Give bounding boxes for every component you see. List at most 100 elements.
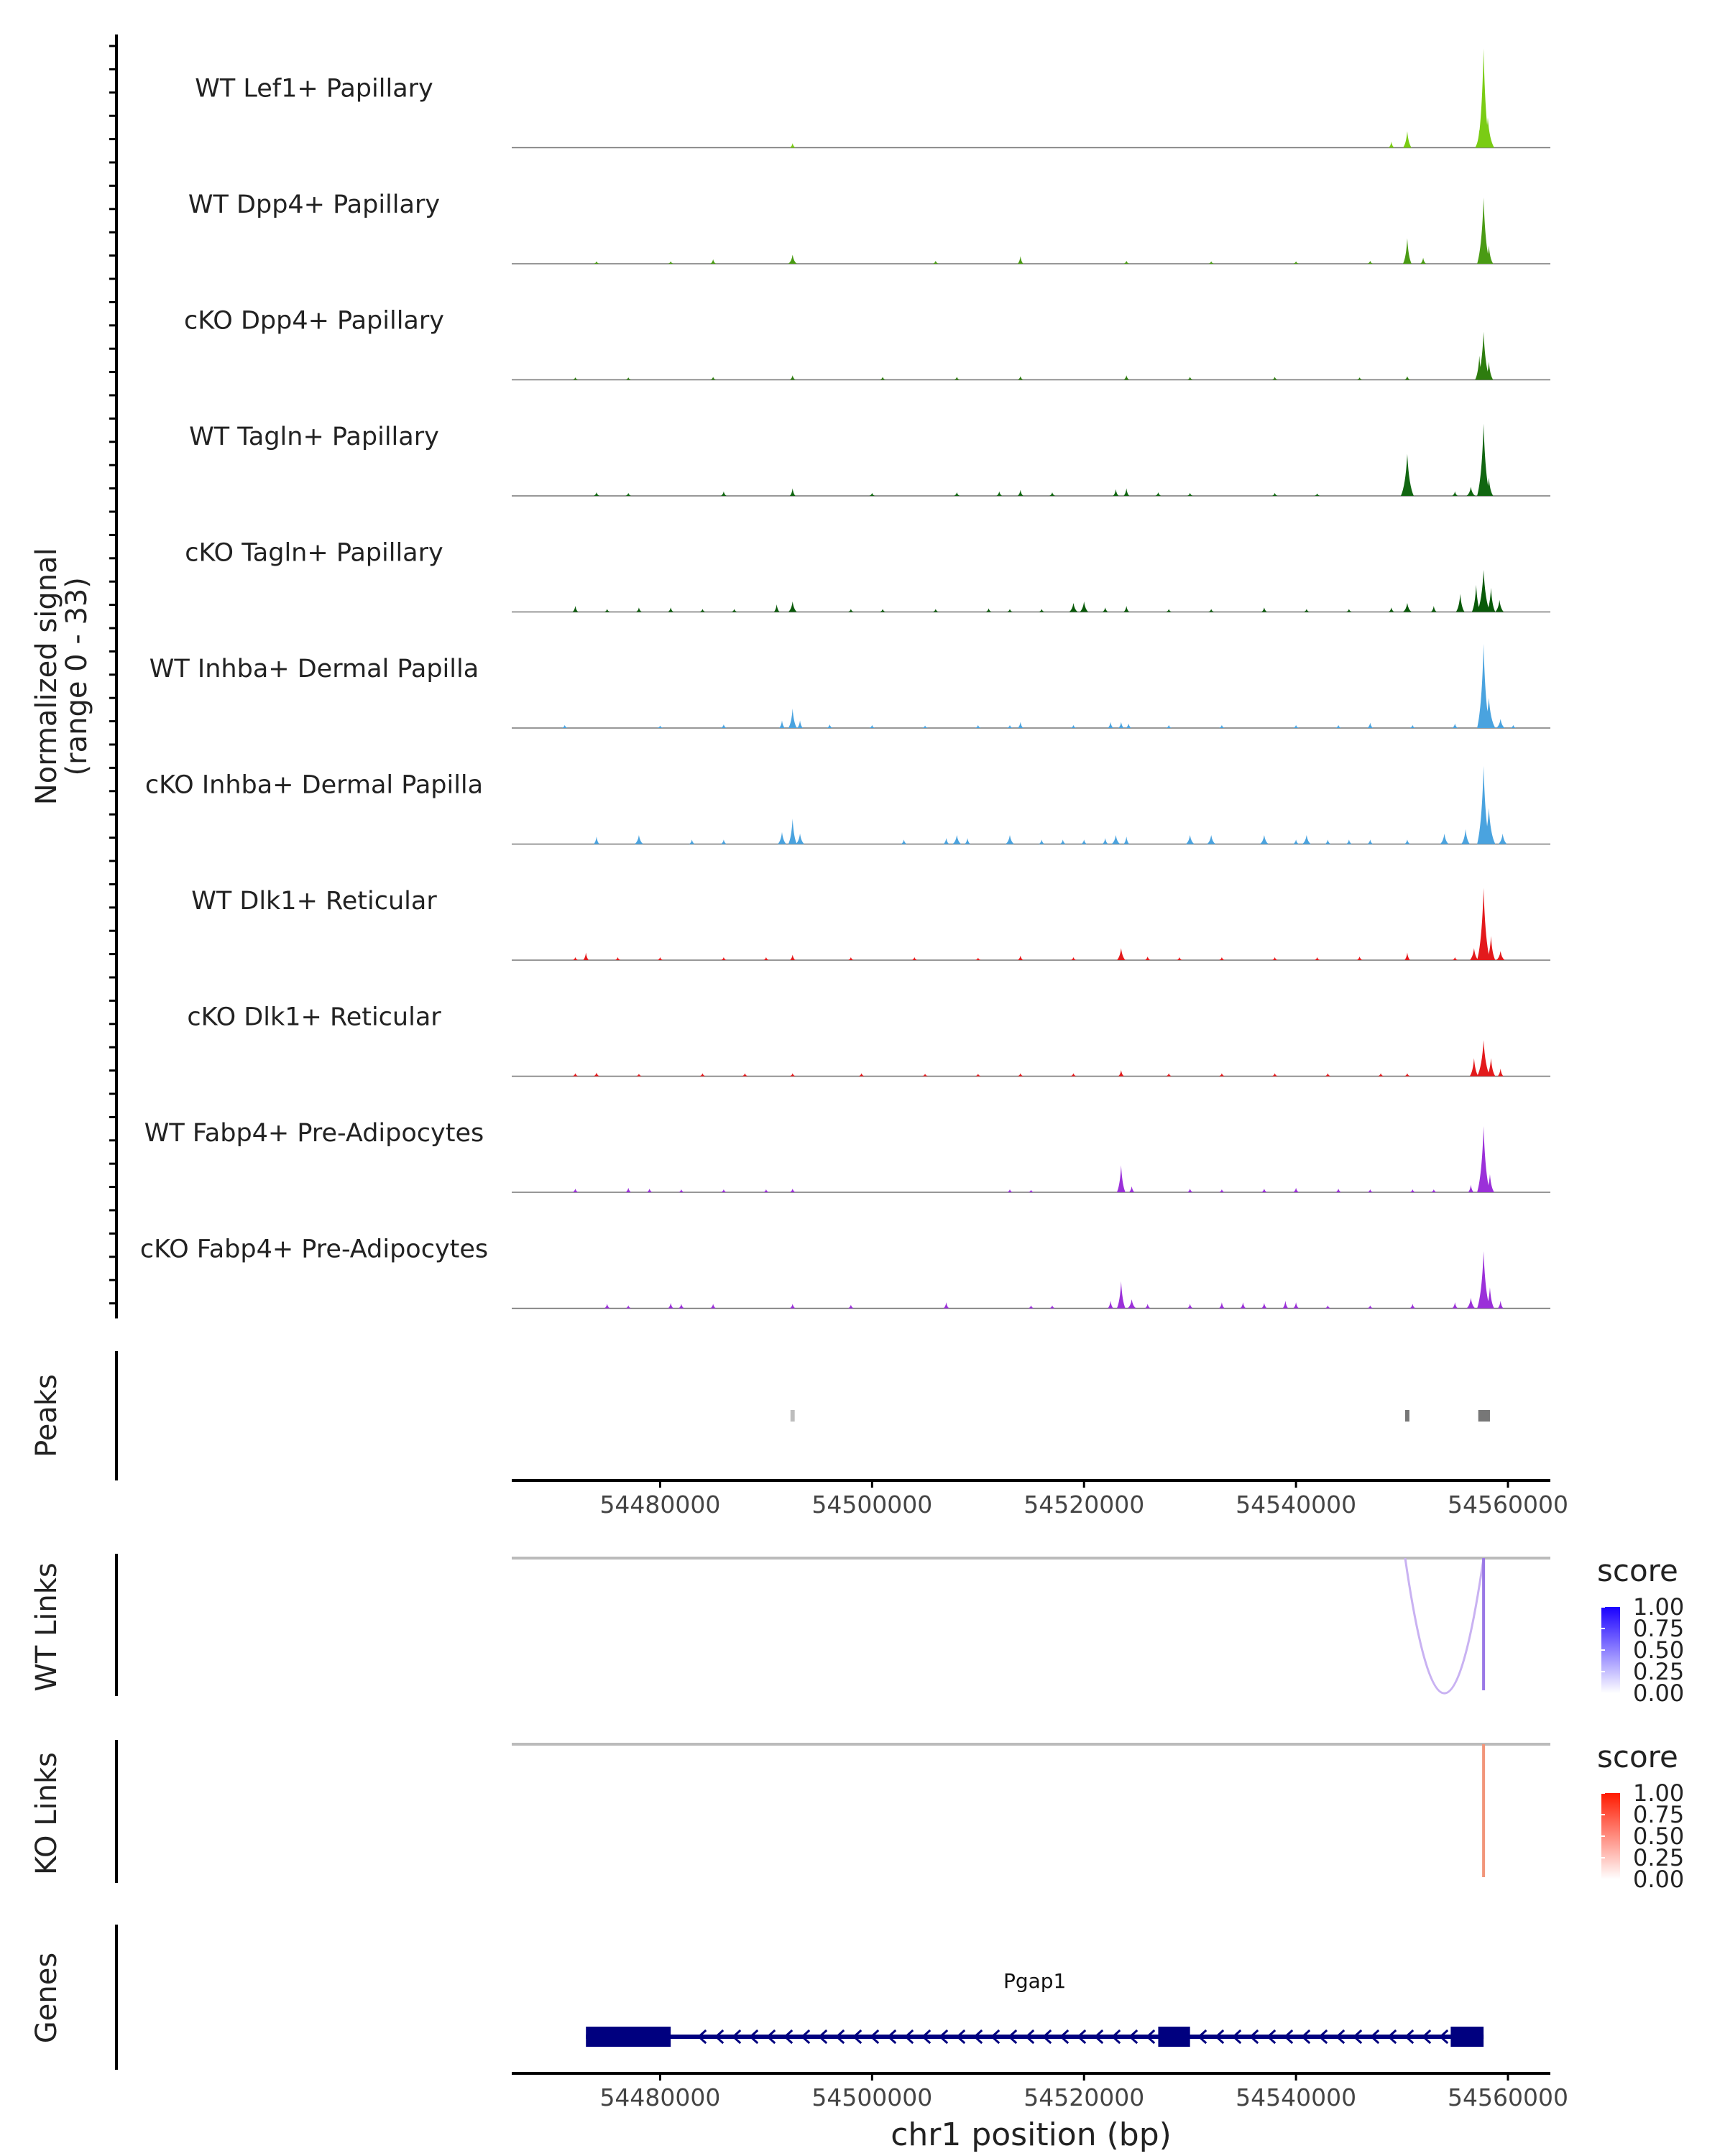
signal-peak: [1486, 588, 1496, 612]
signal-peak: [1378, 1073, 1384, 1077]
signal-peak: [1116, 1281, 1126, 1309]
signal-peak: [625, 1187, 632, 1192]
signal-peak: [1400, 453, 1414, 496]
signal-peak: [593, 1072, 599, 1077]
signal-peak: [1187, 1188, 1193, 1192]
signal-peak: [720, 491, 727, 496]
signal-peak: [1498, 833, 1507, 844]
legend-tick-label: 0.00: [1633, 1866, 1684, 1893]
signal-tracks: WT Lef1+ Papillary WT Dpp4+ Papillary cKO …: [109, 34, 1550, 1319]
signal-peak: [1346, 609, 1352, 612]
signal-peak: [1039, 609, 1045, 612]
legend-tick-label: 0.75: [1633, 1615, 1684, 1642]
strand-chevron: [1317, 2029, 1328, 2045]
signal-track: cKO Dpp4+ Papillary: [184, 307, 1550, 381]
signal-peak: [1452, 1302, 1458, 1309]
strand-chevron: [1438, 2029, 1449, 2045]
signal-peak: [572, 377, 579, 380]
signal-peak: [1113, 489, 1119, 496]
signal-peak: [1482, 698, 1496, 728]
signal-peak: [1187, 1304, 1193, 1309]
signal-peak: [1176, 957, 1182, 960]
signal-peak: [1218, 724, 1225, 728]
signal-peak: [1430, 1189, 1437, 1192]
signal-peak: [1166, 724, 1172, 728]
signal-peak: [1484, 361, 1494, 380]
track-label: WT Dpp4+ Papillary: [188, 190, 440, 219]
signal-peak: [1420, 257, 1427, 264]
signal-peak: [1144, 956, 1151, 960]
signal-peak: [778, 720, 785, 728]
signal-y-axis: Normalized signal (range 0 - 33): [30, 548, 93, 805]
signal-peak: [1271, 377, 1278, 380]
signal-peak: [1510, 724, 1517, 728]
signal-peak: [1007, 1189, 1013, 1192]
signal-peak: [634, 834, 643, 844]
signal-track: WT Dpp4+ Papillary: [188, 190, 1550, 264]
signal-peak: [1461, 829, 1471, 844]
signal-peak: [572, 1073, 579, 1077]
strand-chevron: [765, 2029, 776, 2045]
ko-links-track: KO Links score 1.000.750.500.250.00: [30, 1739, 1684, 1893]
strand-chevron: [938, 2029, 949, 2045]
signal-peak: [1402, 131, 1412, 148]
signal-peak: [1271, 492, 1278, 496]
signal-peak: [1218, 1073, 1225, 1077]
strand-chevron: [1248, 2029, 1259, 2045]
signal-peak: [789, 488, 796, 496]
signal-peak: [615, 957, 621, 960]
track-label: cKO Dpp4+ Papillary: [184, 307, 444, 336]
signal-peak: [847, 957, 854, 960]
strand-chevron: [714, 2029, 724, 2045]
signal-peak: [1302, 834, 1311, 844]
strand-chevron: [972, 2029, 983, 2045]
strand-chevron: [1076, 2029, 1087, 2045]
signal-peak: [1477, 198, 1491, 264]
signal-peak: [773, 604, 780, 612]
track-label: cKO Inhba+ Dermal Papilla: [145, 771, 483, 800]
signal-peak: [1497, 1069, 1504, 1077]
signal-axis-label-line1: Normalized signal: [30, 548, 63, 805]
signal-peak: [1485, 1287, 1494, 1309]
legend-tick-label: 1.00: [1633, 1779, 1684, 1807]
signal-peak: [1017, 489, 1024, 496]
signal-peak: [1466, 487, 1476, 496]
legend-tick-label: 0.25: [1633, 1844, 1684, 1871]
signal-peak: [965, 838, 971, 844]
signal-peak: [847, 1304, 854, 1309]
signal-peak: [788, 708, 797, 728]
genes-track: Genes Pgap1 54480000 54500000 54520000 545400…: [30, 1925, 1568, 2153]
track-label: WT Tagln+ Papillary: [189, 423, 439, 451]
signal-peak: [668, 261, 674, 264]
signal-peak: [789, 1073, 796, 1077]
signal-peak: [593, 492, 599, 496]
signal-peak: [1293, 1302, 1300, 1309]
x-tick-label: 54540000: [1236, 1491, 1356, 1519]
legend-tick-label: 0.50: [1633, 1823, 1684, 1850]
signal-peak: [604, 609, 610, 612]
signal-peak: [1404, 952, 1410, 960]
signal-peak: [789, 1188, 796, 1192]
signal-peak: [1208, 609, 1215, 612]
legend-tick-label: 0.75: [1633, 1801, 1684, 1828]
signal-peak: [1049, 492, 1055, 496]
signal-peak: [1123, 260, 1130, 264]
signal-peak: [1126, 723, 1132, 728]
signal-peak: [1388, 607, 1394, 612]
strand-chevron: [1128, 2029, 1138, 2045]
signal-peak: [583, 952, 589, 960]
signal-peak: [1123, 837, 1130, 844]
signal-peak: [1468, 1184, 1474, 1192]
signal-peak: [1070, 1073, 1077, 1077]
signal-peak: [1069, 602, 1078, 612]
signal-peak: [777, 831, 786, 844]
signal-peak: [789, 143, 796, 148]
track-label: WT Dlk1+ Reticular: [191, 887, 437, 916]
signal-peak: [742, 1073, 748, 1077]
signal-peak: [943, 838, 949, 844]
legend-tick-label: 1.00: [1633, 1593, 1684, 1621]
strand-chevron: [1041, 2029, 1052, 2045]
signal-peak: [847, 609, 854, 612]
signal-peak: [710, 377, 717, 380]
signal-peak: [720, 957, 727, 960]
